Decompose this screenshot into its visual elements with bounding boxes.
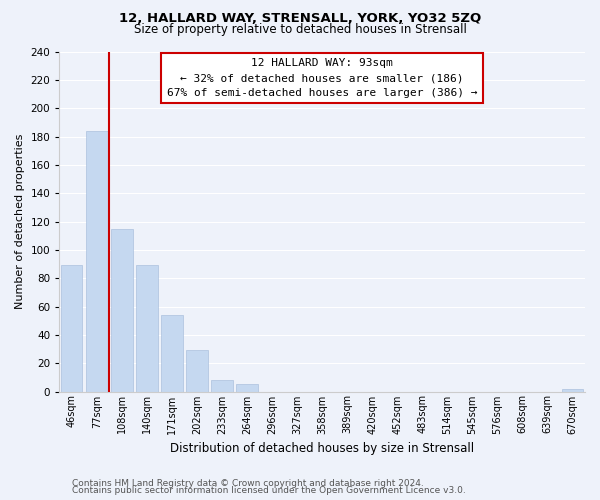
Bar: [136, 266, 158, 392]
Text: 12 HALLARD WAY: 93sqm
← 32% of detached houses are smaller (186)
67% of semi-det: 12 HALLARD WAY: 93sqm ← 32% of detached …: [167, 58, 478, 98]
Text: 12, HALLARD WAY, STRENSALL, YORK, YO32 5ZQ: 12, HALLARD WAY, STRENSALL, YORK, YO32 5…: [119, 12, 481, 26]
Text: Contains public sector information licensed under the Open Government Licence v3: Contains public sector information licen…: [72, 486, 466, 495]
Bar: [61, 266, 82, 392]
Bar: [161, 315, 182, 392]
Bar: [236, 384, 258, 392]
Bar: [111, 228, 133, 392]
Bar: [86, 131, 107, 392]
Y-axis label: Number of detached properties: Number of detached properties: [15, 134, 25, 309]
Text: Contains HM Land Registry data © Crown copyright and database right 2024.: Contains HM Land Registry data © Crown c…: [72, 478, 424, 488]
Bar: [187, 350, 208, 392]
Bar: [562, 388, 583, 392]
X-axis label: Distribution of detached houses by size in Strensall: Distribution of detached houses by size …: [170, 442, 474, 455]
Text: Size of property relative to detached houses in Strensall: Size of property relative to detached ho…: [134, 22, 466, 36]
Bar: [211, 380, 233, 392]
